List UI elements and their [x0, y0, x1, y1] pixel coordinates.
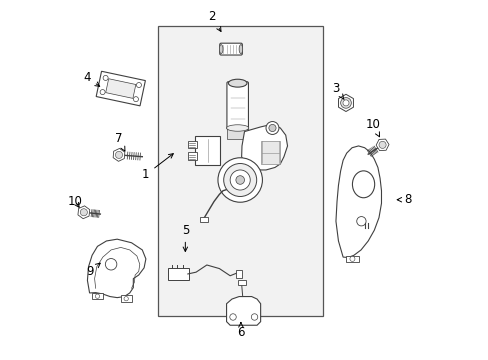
Text: 2: 2: [208, 10, 221, 31]
Circle shape: [136, 82, 141, 87]
Circle shape: [268, 125, 276, 132]
Circle shape: [115, 151, 122, 158]
Text: 5: 5: [181, 224, 189, 251]
Polygon shape: [335, 146, 381, 257]
FancyBboxPatch shape: [226, 82, 248, 130]
Polygon shape: [113, 148, 124, 161]
Text: 1: 1: [142, 154, 173, 181]
Circle shape: [230, 170, 250, 190]
Circle shape: [100, 90, 105, 95]
Text: 3: 3: [331, 82, 344, 99]
Text: 10: 10: [365, 118, 380, 137]
Circle shape: [105, 258, 117, 270]
FancyBboxPatch shape: [171, 269, 185, 279]
Polygon shape: [338, 94, 353, 112]
Circle shape: [342, 100, 348, 106]
FancyBboxPatch shape: [345, 256, 359, 262]
Circle shape: [349, 256, 354, 261]
FancyBboxPatch shape: [226, 125, 247, 139]
FancyBboxPatch shape: [219, 43, 242, 55]
Polygon shape: [375, 139, 388, 150]
Circle shape: [103, 76, 108, 80]
Polygon shape: [226, 297, 260, 325]
FancyBboxPatch shape: [260, 140, 280, 164]
Polygon shape: [96, 71, 145, 106]
Circle shape: [133, 96, 138, 102]
FancyBboxPatch shape: [199, 217, 207, 222]
Polygon shape: [241, 125, 287, 170]
FancyBboxPatch shape: [92, 293, 102, 300]
Bar: [158, 26, 323, 316]
Polygon shape: [78, 206, 90, 219]
Text: 7: 7: [114, 132, 125, 151]
Circle shape: [265, 122, 278, 134]
Circle shape: [80, 209, 87, 216]
Polygon shape: [87, 239, 145, 298]
Ellipse shape: [239, 45, 242, 54]
Text: 6: 6: [237, 323, 244, 339]
FancyBboxPatch shape: [121, 296, 131, 302]
Text: 4: 4: [83, 71, 100, 86]
Ellipse shape: [226, 125, 248, 131]
Circle shape: [235, 176, 244, 184]
FancyBboxPatch shape: [195, 136, 220, 165]
FancyBboxPatch shape: [235, 270, 242, 278]
FancyBboxPatch shape: [237, 280, 245, 285]
Circle shape: [223, 163, 256, 197]
Circle shape: [124, 297, 128, 301]
Text: 9: 9: [86, 263, 100, 278]
Ellipse shape: [352, 171, 374, 198]
Ellipse shape: [228, 79, 246, 87]
FancyBboxPatch shape: [168, 267, 188, 280]
FancyBboxPatch shape: [188, 152, 196, 160]
Circle shape: [95, 294, 100, 298]
FancyBboxPatch shape: [188, 140, 196, 148]
Circle shape: [251, 314, 257, 320]
Text: 10: 10: [68, 195, 82, 208]
Circle shape: [378, 141, 386, 148]
Circle shape: [218, 158, 262, 202]
Polygon shape: [105, 79, 136, 98]
Ellipse shape: [219, 45, 223, 54]
Circle shape: [340, 98, 350, 108]
Circle shape: [229, 314, 236, 320]
Text: 8: 8: [396, 193, 410, 206]
Circle shape: [356, 217, 366, 226]
